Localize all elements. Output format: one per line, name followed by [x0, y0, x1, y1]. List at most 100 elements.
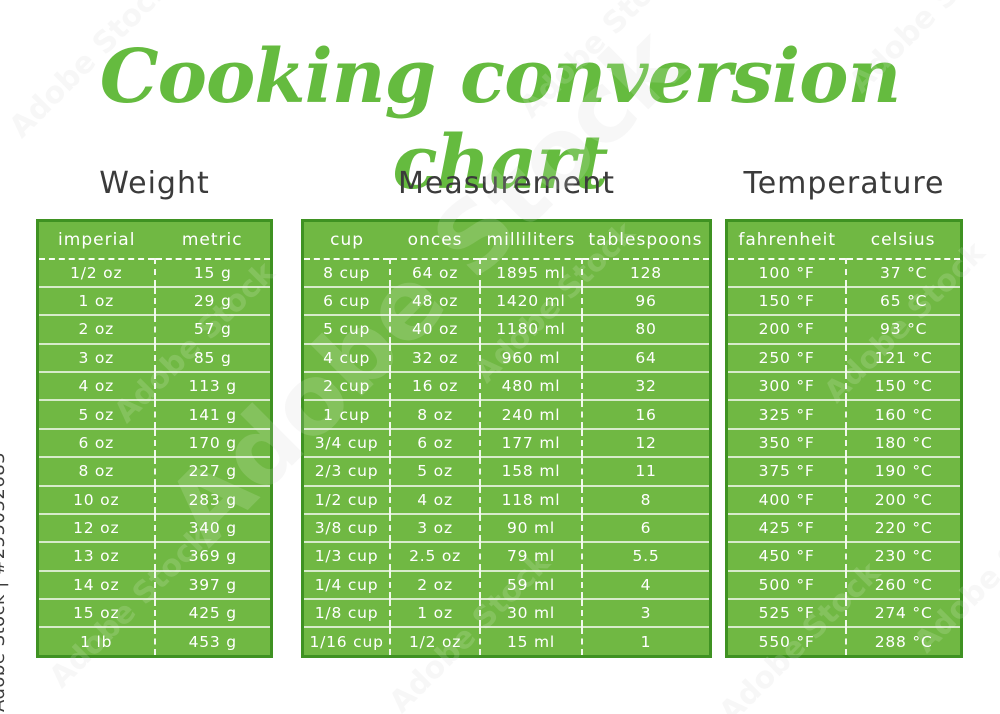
table-cell: 13 oz	[73, 547, 120, 566]
table-cell: 32 oz	[389, 343, 480, 372]
table-cell: 230 °C	[845, 542, 962, 571]
table-cell: 1895 ml	[478, 258, 582, 287]
column-header: onces	[407, 229, 463, 250]
measurement-table-body: 8 cup 64 oz 1895 ml 128 6 cup 48 oz 1420 ml 96 5…	[302, 258, 711, 657]
weight-table: imperial metric 1/2 oz 15 g 1 oz 29 g 2 oz 57 …	[36, 219, 273, 658]
table-cell: 450 °F	[758, 547, 815, 566]
table-row: 5 cup 40 oz 1180 ml 80	[302, 315, 711, 344]
table-cell: 1/8 cup	[314, 604, 379, 623]
table-row: 2 oz 57 g	[37, 315, 272, 344]
table-cell: 288 °C	[845, 627, 962, 657]
stock-credit-watermark: Adobe Stock | #255032683	[0, 451, 9, 712]
column-header: cup	[330, 229, 365, 250]
table-cell: 158 ml	[478, 457, 582, 486]
table-cell: 80	[580, 315, 711, 344]
table-cell: 29 g	[153, 286, 272, 316]
table-cell: 4 cup	[323, 348, 371, 367]
table-cell: 64 oz	[389, 258, 480, 287]
table-cell: 113 g	[153, 372, 272, 401]
table-row: 1/2 oz 15 g	[38, 258, 272, 287]
table-row: 3/4 cup 6 oz 177 ml 12	[302, 428, 711, 458]
table-row: 200 °F 93 °C	[726, 315, 962, 344]
table-cell: 325 °F	[758, 405, 815, 424]
table-row: 5 oz 141 g	[37, 400, 272, 429]
table-cell: 118 ml	[478, 485, 582, 514]
table-cell: 220 °C	[845, 513, 962, 543]
table-row: 3 oz 85 g	[37, 343, 272, 372]
table-row: 6 oz 170 g	[37, 428, 272, 458]
table-cell: 227 g	[153, 457, 272, 486]
table-cell: 12 oz	[73, 519, 120, 538]
temperature-table-body: 100 °F 37 °C 150 °F 65 °C 200 °F 93 °C 250 °F 1…	[726, 258, 962, 657]
table-row: 400 °F 200 °C	[726, 485, 962, 514]
table-row: 10 oz 283 g	[37, 485, 272, 514]
table-row: 15 oz 425 g	[37, 599, 272, 628]
table-row: 1/4 cup 2 oz 59 ml 4	[302, 570, 711, 599]
table-cell: 240 ml	[478, 400, 582, 429]
table-cell: 1180 ml	[478, 315, 582, 344]
table-cell: 550 °F	[758, 632, 815, 651]
table-row: 6 cup 48 oz 1420 ml 96	[302, 286, 711, 316]
table-row: 1/8 cup 1 oz 30 ml 3	[302, 599, 711, 628]
table-cell: 300 °F	[758, 377, 815, 396]
table-row: 12 oz 340 g	[37, 513, 272, 543]
table-cell: 2 cup	[323, 377, 371, 396]
table-cell: 1/16 cup	[309, 632, 384, 651]
table-cell: 350 °F	[758, 433, 815, 452]
table-cell: 200 °F	[758, 320, 815, 339]
table-row: 350 °F 180 °C	[726, 428, 962, 458]
section-heading-weight: Weight	[99, 166, 210, 201]
temperature-header-row: fahrenheit celsius	[726, 221, 962, 259]
table-cell: 48 oz	[389, 286, 480, 316]
table-cell: 397 g	[153, 570, 272, 599]
table-cell: 4	[580, 570, 711, 599]
table-row: 325 °F 160 °C	[726, 400, 962, 429]
table-cell: 121 °C	[845, 343, 962, 372]
table-cell: 57 g	[153, 315, 272, 344]
table-cell: 1/2 oz	[70, 263, 123, 282]
table-cell: 1/3 cup	[314, 547, 379, 566]
table-row: 2 cup 16 oz 480 ml 32	[302, 372, 711, 401]
table-row: 500 °F 260 °C	[726, 570, 962, 599]
section-heading-temperature: Temperature	[743, 166, 945, 201]
table-cell: 100 °F	[758, 263, 815, 282]
table-row: 1 cup 8 oz 240 ml 16	[302, 400, 711, 429]
table-cell: 90 ml	[478, 513, 582, 543]
table-row: 375 °F 190 °C	[726, 457, 962, 486]
table-cell: 16	[580, 400, 711, 429]
measurement-header-row: cup onces milliliters tablespoons	[302, 221, 711, 259]
table-cell: 150 °F	[758, 292, 815, 311]
table-cell: 1/2 cup	[314, 490, 379, 509]
table-row: 525 °F 274 °C	[726, 599, 962, 628]
table-cell: 5 oz	[78, 405, 115, 424]
table-cell: 85 g	[153, 343, 272, 372]
table-cell: 32	[580, 372, 711, 401]
table-cell: 15 oz	[73, 604, 120, 623]
table-row: 13 oz 369 g	[37, 542, 272, 571]
section-heading-measurement: Measurement	[398, 166, 615, 201]
table-row: 3/8 cup 3 oz 90 ml 6	[302, 513, 711, 543]
table-cell: 180 °C	[845, 428, 962, 458]
table-cell: 8 oz	[389, 400, 480, 429]
table-cell: 1420 ml	[478, 286, 582, 316]
table-row: 8 oz 227 g	[37, 457, 272, 486]
table-cell: 160 °C	[845, 400, 962, 429]
table-cell: 3/4 cup	[314, 433, 379, 452]
table-cell: 2/3 cup	[314, 462, 379, 481]
table-row: 425 °F 220 °C	[726, 513, 962, 543]
table-row: 1 lb 453 g	[37, 627, 272, 657]
measurement-table: cup onces milliliters tablespoons 8 cup 64 o…	[301, 219, 712, 658]
table-cell: 8	[580, 485, 711, 514]
table-cell: 10 oz	[73, 490, 120, 509]
table-cell: 480 ml	[478, 372, 582, 401]
table-row: 4 oz 113 g	[37, 372, 272, 401]
table-row: 1/16 cup 1/2 oz 15 ml 1	[302, 627, 711, 657]
table-row: 300 °F 150 °C	[726, 372, 962, 401]
table-cell: 2.5 oz	[389, 542, 480, 571]
table-cell: 3 oz	[78, 348, 115, 367]
table-cell: 5.5	[580, 542, 711, 571]
table-cell: 170 g	[153, 428, 272, 458]
table-cell: 6 oz	[389, 428, 480, 458]
table-cell: 260 °C	[845, 570, 962, 599]
